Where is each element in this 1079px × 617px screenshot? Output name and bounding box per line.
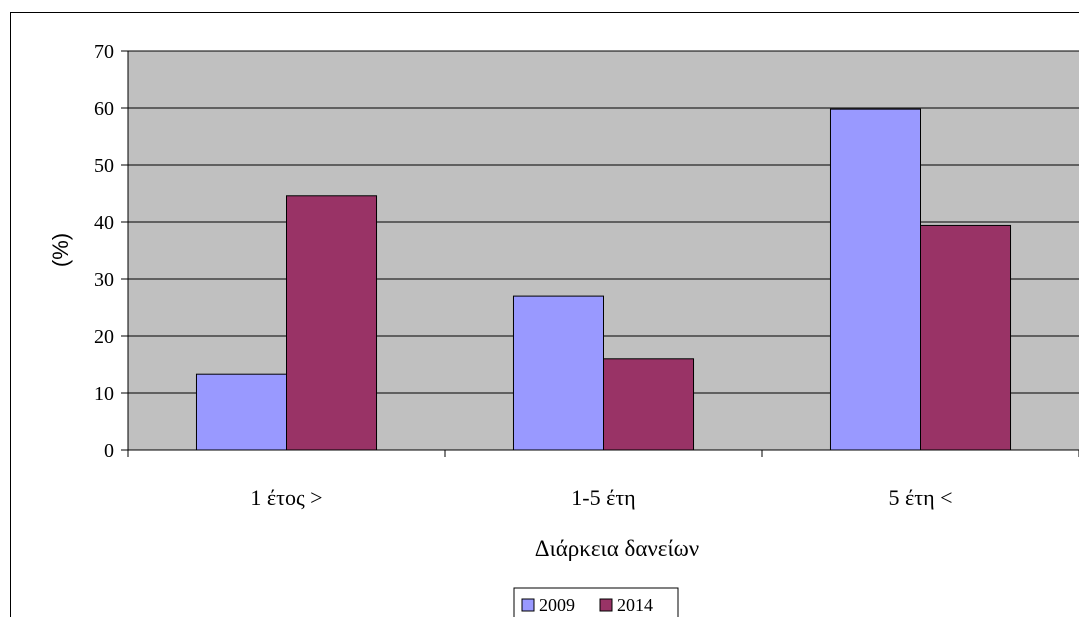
legend-swatch (599, 598, 613, 612)
legend-swatch (521, 598, 535, 612)
bar-2014 (920, 224, 1012, 451)
y-axis-title: (%) (48, 233, 73, 267)
y-tick-label: 30 (94, 269, 114, 291)
bar-2014 (286, 195, 378, 451)
y-tick-label: 50 (94, 155, 114, 177)
y-tick-label: 60 (94, 98, 114, 120)
legend: 2009 2014 (513, 587, 679, 617)
x-category-label: 1 έτος > (250, 485, 322, 510)
bar-2014 (603, 358, 695, 451)
legend-items: 2009 2014 (521, 595, 653, 615)
bar-2009 (829, 108, 921, 451)
axis-labels: 0 10 20 30 40 50 60 70 1 έτος > 1-5 έτη 5 έτη < (94, 41, 953, 510)
x-category-label: 1-5 έτη (571, 485, 635, 510)
x-axis-title: Διάρκεια δανείων (535, 536, 699, 561)
legend-label: 2014 (617, 595, 653, 615)
x-category-label: 5 έτη < (889, 485, 953, 510)
y-tick-label: 10 (94, 383, 114, 405)
legend-box (513, 587, 679, 617)
axes (121, 50, 1079, 457)
y-tick-label: 40 (94, 212, 114, 234)
y-tick-label: 70 (94, 41, 114, 63)
bar-2009 (512, 295, 604, 451)
legend-label: 2009 (539, 595, 575, 615)
chart-frame (10, 12, 1079, 617)
y-tick-label: 20 (94, 326, 114, 348)
bar-2009 (195, 373, 287, 451)
bars (195, 108, 1012, 451)
y-tick-label: 0 (104, 440, 114, 462)
